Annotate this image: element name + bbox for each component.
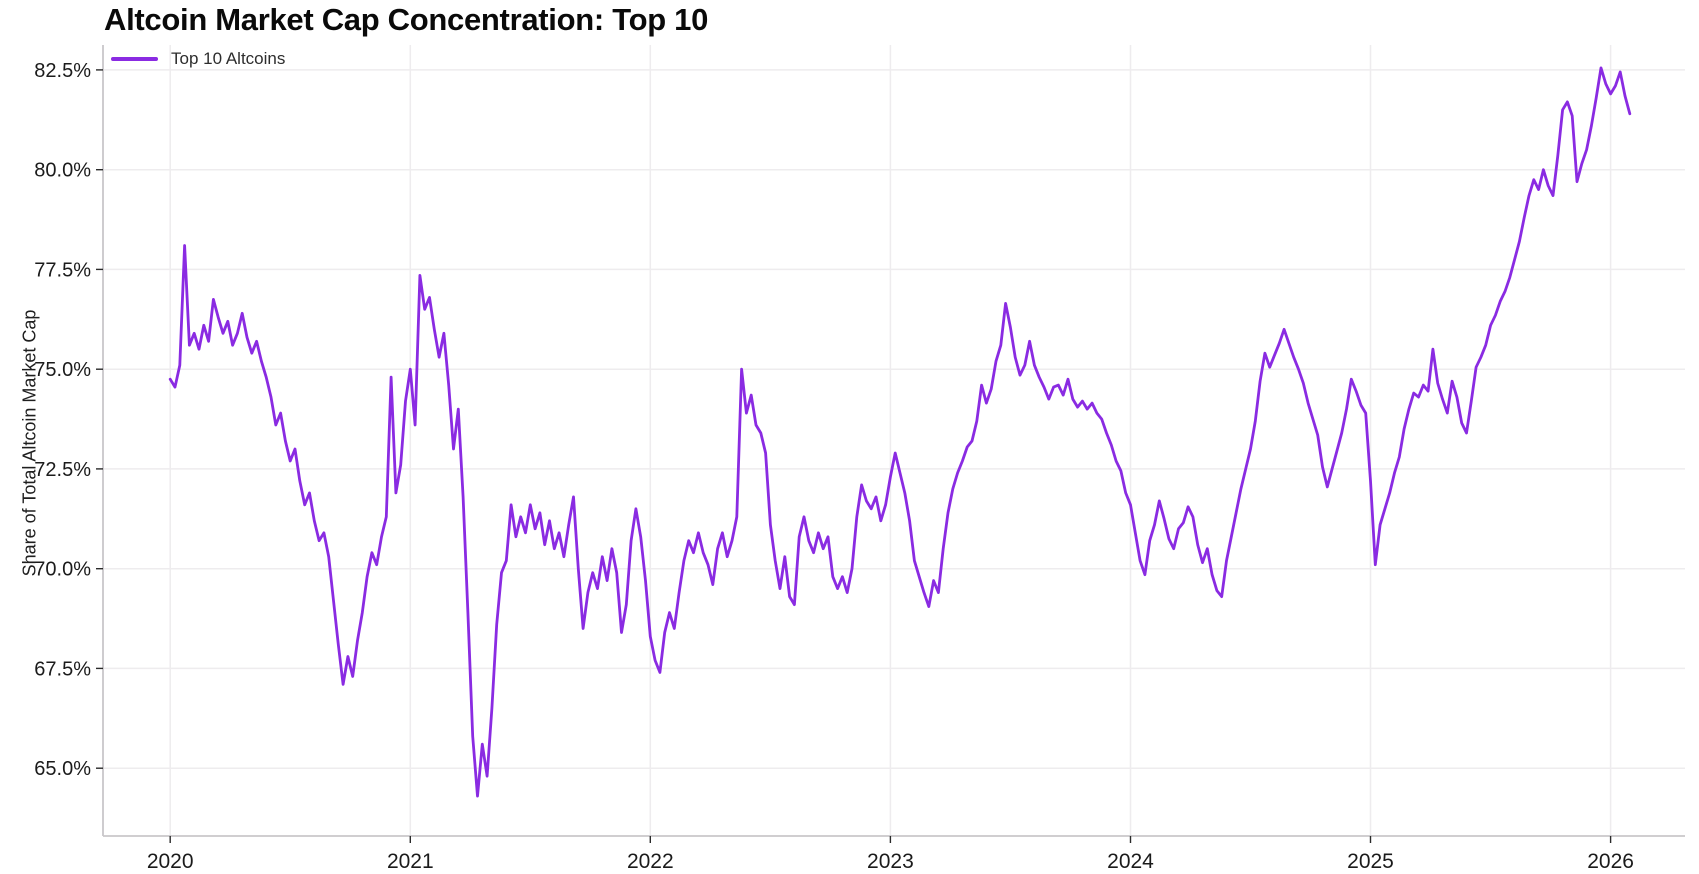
x-tick-label-2024: 2024 — [1107, 850, 1154, 873]
y-axis-title: Share of Total Altcoin Market Cap — [19, 309, 40, 577]
y-tick-label-72.5%: 72.5% — [34, 459, 91, 481]
y-tick-label-70.0%: 70.0% — [34, 559, 91, 581]
y-tick-label-77.5%: 77.5% — [34, 259, 91, 281]
x-tick-label-2021: 2021 — [387, 850, 434, 873]
legend-line-swatch — [111, 57, 158, 61]
y-tick-label-65.0%: 65.0% — [34, 758, 91, 780]
x-tick-label-2026: 2026 — [1587, 850, 1634, 873]
x-tick-label-2020: 2020 — [147, 850, 194, 873]
chart-title: Altcoin Market Cap Concentration: Top 10 — [104, 2, 709, 37]
y-tick-label-75.0%: 75.0% — [34, 359, 91, 381]
legend-label: Top 10 Altcoins — [171, 49, 286, 68]
x-tick-label-2023: 2023 — [867, 850, 914, 873]
y-tick-label-67.5%: 67.5% — [34, 658, 91, 680]
series-line-top-10-altcoins — [168, 66, 1632, 798]
x-tick-label-2022: 2022 — [627, 850, 674, 873]
legend: Top 10 Altcoins — [111, 47, 285, 71]
y-tick-label-82.5%: 82.5% — [34, 60, 91, 82]
y-tick-label-80.0%: 80.0% — [34, 160, 91, 182]
x-tick-label-2025: 2025 — [1347, 850, 1394, 873]
